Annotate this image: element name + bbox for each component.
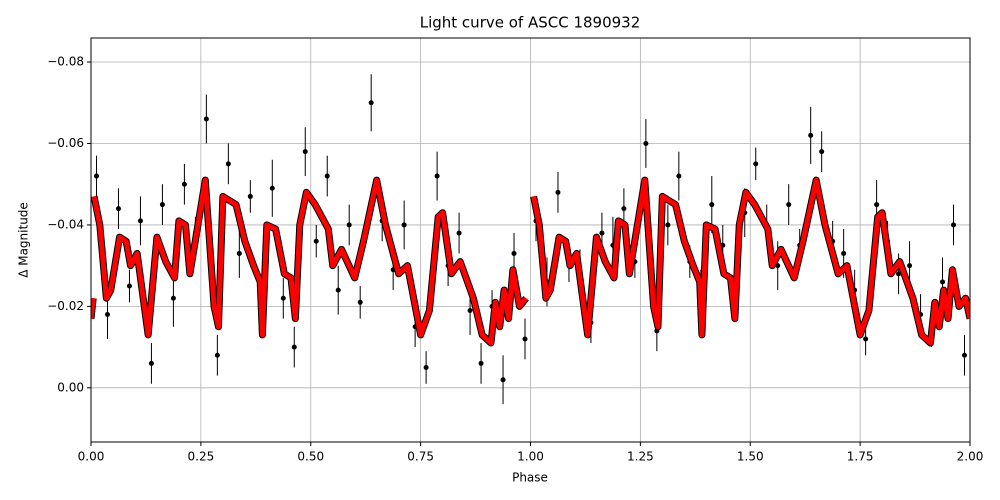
x-axis-label: Phase	[512, 471, 548, 485]
x-tick-label: 0.25	[188, 450, 215, 464]
plot-area: 0.00 0.25 0.50 0.75 1.00 1.25 1.50 1.75 2.00 −0.0…	[47, 37, 984, 464]
axes-frame	[90, 37, 971, 443]
x-tick-label: 1.75	[847, 450, 874, 464]
data-point	[291, 344, 297, 350]
data-point	[599, 230, 605, 236]
data-point	[940, 279, 946, 285]
data-point	[302, 149, 308, 155]
data-point	[643, 140, 649, 146]
data-point	[500, 377, 506, 383]
data-point	[203, 116, 209, 122]
x-tick-label: 1.50	[737, 450, 764, 464]
data-point	[126, 283, 132, 289]
data-point	[467, 307, 473, 313]
x-tick-label: 0.50	[297, 450, 324, 464]
data-point	[676, 173, 682, 179]
data-point	[346, 222, 352, 228]
data-point	[478, 360, 484, 366]
y-tick-label: −0.06	[47, 136, 84, 150]
data-point	[214, 352, 220, 358]
data-point	[115, 206, 121, 212]
data-point	[357, 299, 363, 305]
data-point	[335, 287, 341, 293]
data-point	[907, 263, 913, 269]
data-point	[148, 360, 154, 366]
data-point	[456, 230, 462, 236]
data-point	[951, 222, 957, 228]
data-point	[819, 149, 825, 155]
data-point	[555, 189, 561, 195]
data-point	[280, 295, 286, 301]
data-point	[786, 202, 792, 208]
y-tick-label: 0.00	[57, 380, 84, 394]
data-point	[709, 202, 715, 208]
data-point	[808, 132, 814, 138]
data-point	[401, 222, 407, 228]
data-point	[874, 202, 880, 208]
data-point	[863, 336, 869, 342]
data-point	[269, 185, 275, 191]
data-point	[368, 100, 374, 106]
data-point	[665, 222, 671, 228]
data-point	[511, 250, 517, 256]
x-tick-label: 2.00	[957, 450, 984, 464]
data-point	[753, 161, 759, 167]
data-point	[313, 238, 319, 244]
data-point	[225, 161, 231, 167]
data-point	[93, 173, 99, 179]
data-point	[170, 295, 176, 301]
y-tick-label: −0.02	[47, 299, 84, 313]
y-axis-label: Δ Magnitude	[17, 202, 31, 278]
x-tick-label: 1.25	[627, 450, 654, 464]
x-tick-label: 1.00	[517, 450, 544, 464]
data	[91, 74, 970, 405]
chart-title: Light curve of ASCC 1890932	[420, 14, 641, 32]
y-tick-label: −0.04	[47, 217, 84, 231]
data-point	[159, 202, 165, 208]
data-point	[962, 352, 968, 358]
data-point	[621, 206, 627, 212]
data-point	[522, 336, 528, 342]
data-point	[434, 173, 440, 179]
data-point	[137, 218, 143, 224]
data-point	[104, 312, 110, 318]
data-point	[841, 250, 847, 256]
data-point	[181, 181, 187, 187]
data-point	[236, 250, 242, 256]
x-tick-label: 0.00	[78, 450, 105, 464]
data-point	[423, 364, 429, 370]
data-point	[324, 173, 330, 179]
data-point	[247, 193, 253, 199]
x-tick-label: 0.75	[407, 450, 434, 464]
y-tick-label: −0.08	[47, 55, 84, 69]
data-point	[896, 271, 902, 277]
